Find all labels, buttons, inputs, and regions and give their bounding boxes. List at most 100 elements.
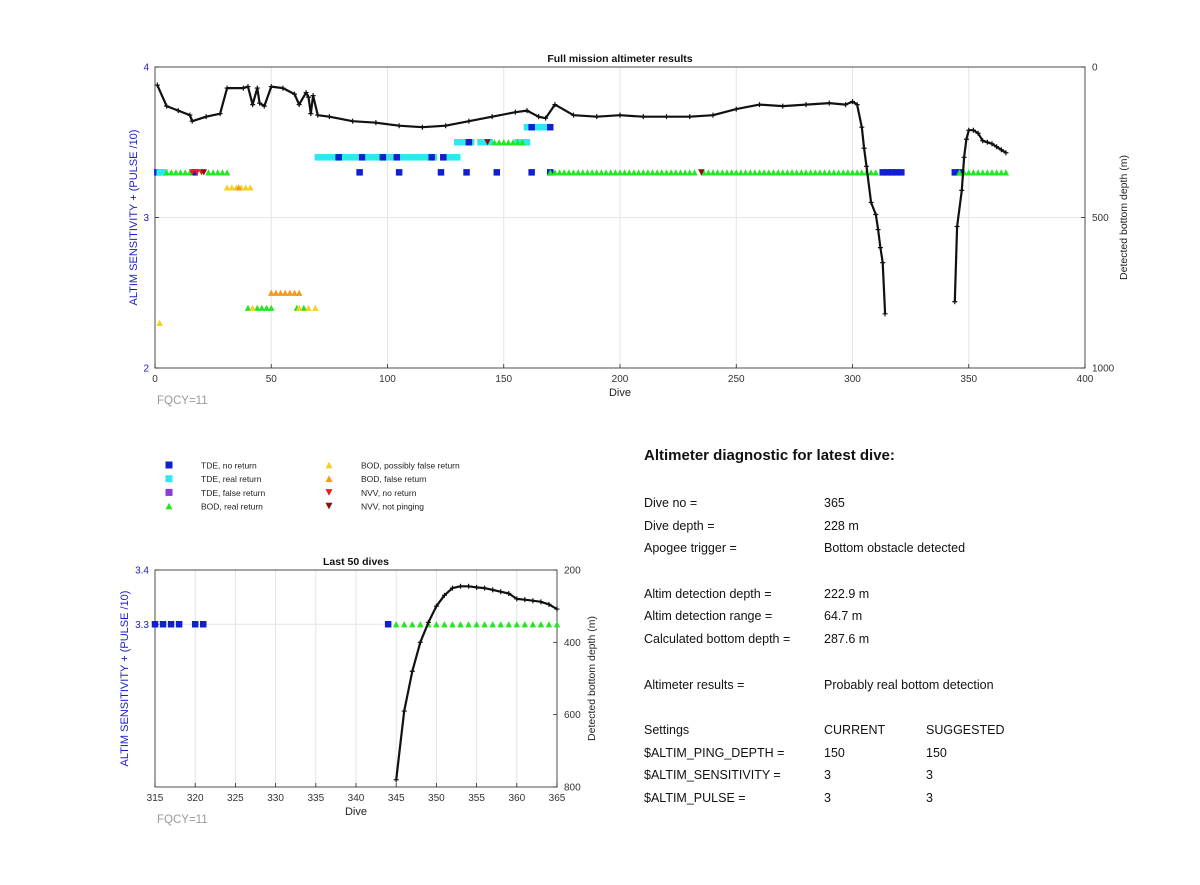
marker-bod-false xyxy=(268,289,275,296)
depth-point xyxy=(217,111,223,117)
marker-bod-real xyxy=(979,169,986,176)
marker-bod-real xyxy=(565,169,573,176)
depth-point xyxy=(490,587,496,593)
sensitivity-current: 3 xyxy=(824,768,831,783)
depth-point xyxy=(482,585,488,591)
x-tick-label: 150 xyxy=(495,374,512,385)
marker-bod-real xyxy=(219,169,226,176)
setting-row-pulse: $ALTIM_PULSE = 3 3 xyxy=(644,787,1164,810)
marker-tde-real xyxy=(314,154,321,161)
legend-item-nvv-not: NVV, not pinging xyxy=(325,502,424,512)
marker-bod-real xyxy=(719,169,726,176)
legend-label: TDE, false return xyxy=(201,488,266,498)
depth-point xyxy=(850,99,855,105)
diag-row-dive-depth: Dive depth = 228 m xyxy=(644,515,1164,538)
marker-tde-no xyxy=(384,621,392,628)
settings-header-row: Settings CURRENT SUGGESTED xyxy=(644,719,1164,742)
legend-label: TDE, no return xyxy=(201,461,257,471)
depth-point xyxy=(254,85,260,91)
marker-bod-real xyxy=(300,304,308,311)
marker-bod-real xyxy=(223,169,231,176)
marker-bod-real xyxy=(765,169,773,176)
ping-depth-suggested: 150 xyxy=(926,745,947,760)
marker-tde-no xyxy=(547,123,554,131)
marker-nvv-not xyxy=(484,139,491,146)
depth-point xyxy=(250,102,256,108)
detection-depth-value: 222.9 m xyxy=(824,586,870,601)
marker-bod-real xyxy=(537,621,545,628)
marker-bod-real xyxy=(500,139,507,146)
marker-tde-real xyxy=(388,154,396,161)
marker-tde-real xyxy=(384,154,391,161)
depth-point xyxy=(994,144,1000,150)
marker-bod-real xyxy=(547,169,554,176)
marker-tde-no xyxy=(898,169,905,176)
sensitivity-label: $ALTIM_SENSITIVITY = xyxy=(644,768,781,783)
legend-label: NVV, no return xyxy=(361,488,417,498)
depth-point xyxy=(514,596,520,602)
depth-point xyxy=(154,82,160,88)
marker-tde-no xyxy=(191,621,199,628)
marker-tde-real xyxy=(351,154,359,161)
marker-bod-real xyxy=(714,169,721,176)
marker-tde-real xyxy=(542,123,549,131)
marker-bod-false xyxy=(272,289,280,296)
depth-point xyxy=(506,591,512,597)
depth-point xyxy=(826,100,832,106)
chart-grid xyxy=(154,66,1086,369)
marker-bod-real xyxy=(392,621,400,628)
marker-tde-real xyxy=(444,154,452,161)
calculated-depth-value: 287.6 m xyxy=(824,632,870,647)
diag-row-dive-no: Dive no = 365 xyxy=(644,492,1164,515)
depth-point xyxy=(524,108,530,114)
y-tick-label: 3 xyxy=(143,213,149,224)
pulse-current: 3 xyxy=(824,790,831,805)
depth-point xyxy=(393,777,399,783)
marker-tde-real xyxy=(477,139,484,146)
marker-tde-real xyxy=(412,154,419,161)
legend-marker xyxy=(325,475,333,483)
marker-tde-real xyxy=(523,123,531,131)
y2-tick-label: 400 xyxy=(564,638,581,649)
depth-point xyxy=(954,224,960,230)
marker-bod-real xyxy=(497,621,504,628)
marker-tde-no xyxy=(440,154,447,161)
marker-tde-no xyxy=(888,169,896,176)
ping-depth-label: $ALTIM_PING_DEPTH = xyxy=(644,745,785,760)
fqcy-footnote: FQCY=11 xyxy=(157,395,208,407)
marker-bod-real xyxy=(481,621,488,628)
dive-depth-value: 228 m xyxy=(824,518,859,533)
depth-point xyxy=(240,85,246,91)
x-tick-label: 250 xyxy=(728,374,745,385)
marker-bod-real xyxy=(598,169,605,176)
marker-bod-real xyxy=(268,304,275,311)
marker-bod-real xyxy=(465,621,472,628)
y-tick-label: 4 xyxy=(143,63,149,74)
results-value: Probably real bottom detection xyxy=(824,677,994,692)
marker-bod-real xyxy=(756,169,763,176)
x-tick-label: 325 xyxy=(227,793,244,804)
marker-bod-real xyxy=(965,169,972,176)
marker-tde-real xyxy=(523,139,531,146)
marker-bod-real xyxy=(667,169,675,176)
depth-point xyxy=(552,102,558,108)
marker-bod-real xyxy=(529,621,537,628)
marker-bod-real xyxy=(691,169,698,176)
y-tick-label: 2 xyxy=(143,364,149,375)
depth-point xyxy=(571,112,576,118)
legend-marker xyxy=(165,502,173,510)
depth-point xyxy=(187,112,193,118)
marker-tde-no xyxy=(493,169,501,176)
depth-point xyxy=(984,139,990,145)
marker-bod-real xyxy=(993,169,1000,176)
depth-point xyxy=(268,84,274,90)
chart-grid xyxy=(154,569,558,787)
marker-tde-no xyxy=(199,621,207,628)
marker-tde-real xyxy=(454,139,461,146)
marker-bod-real xyxy=(812,169,819,176)
marker-bod-real xyxy=(244,304,252,311)
legend-label: BOD, false return xyxy=(361,474,427,484)
depth-point xyxy=(952,299,958,305)
marker-bod-real xyxy=(742,169,749,176)
marker-bod-real xyxy=(449,621,456,628)
